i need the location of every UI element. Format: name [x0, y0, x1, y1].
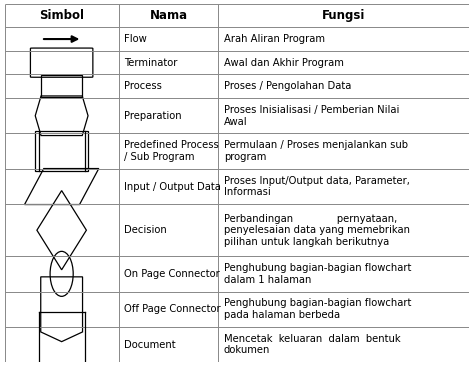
Text: Terminator: Terminator: [124, 58, 177, 68]
Text: Simbol: Simbol: [39, 9, 84, 22]
Text: Flow: Flow: [124, 34, 147, 44]
Text: On Page Connector: On Page Connector: [124, 269, 220, 279]
Text: Awal dan Akhir Program: Awal dan Akhir Program: [224, 58, 344, 68]
Text: Mencetak  keluaran  dalam  bentuk
dokumen: Mencetak keluaran dalam bentuk dokumen: [224, 334, 401, 355]
Text: Proses Inisialisasi / Pemberian Nilai
Awal: Proses Inisialisasi / Pemberian Nilai Aw…: [224, 105, 400, 127]
Text: Perbandingan              pernyataan,
penyelesaian data yang memebrikan
pilihan : Perbandingan pernyataan, penyelesaian da…: [224, 214, 410, 247]
Text: Proses / Pengolahan Data: Proses / Pengolahan Data: [224, 81, 351, 91]
Text: Document: Document: [124, 340, 176, 350]
Bar: [41, 75, 82, 97]
Text: Nama: Nama: [149, 9, 188, 22]
Text: Penghubung bagian-bagian flowchart
pada halaman berbeda: Penghubung bagian-bagian flowchart pada …: [224, 298, 411, 320]
Bar: [35, 131, 88, 171]
Text: Process: Process: [124, 81, 162, 91]
Text: Proses Input/Output data, Parameter,
Informasi: Proses Input/Output data, Parameter, Inf…: [224, 176, 410, 197]
Text: Decision: Decision: [124, 225, 167, 235]
Text: Fungsi: Fungsi: [322, 9, 365, 22]
Text: Arah Aliran Program: Arah Aliran Program: [224, 34, 325, 44]
Text: Predefined Process
/ Sub Program: Predefined Process / Sub Program: [124, 140, 219, 162]
Text: Penghubung bagian-bagian flowchart
dalam 1 halaman: Penghubung bagian-bagian flowchart dalam…: [224, 263, 411, 285]
Text: Off Page Connector: Off Page Connector: [124, 304, 221, 314]
Text: Permulaan / Proses menjalankan sub
program: Permulaan / Proses menjalankan sub progr…: [224, 140, 408, 162]
Text: Preparation: Preparation: [124, 111, 182, 121]
Text: Input / Output Data: Input / Output Data: [124, 182, 221, 191]
